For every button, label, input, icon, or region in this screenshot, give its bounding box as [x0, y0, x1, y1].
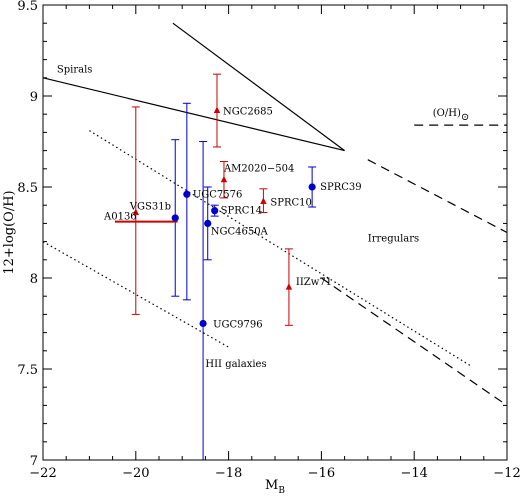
iizw71-point — [285, 283, 293, 290]
x-axis-title-subscript: B — [278, 486, 285, 496]
error-bars — [114, 73, 317, 460]
dashed-relation-line — [321, 277, 508, 406]
x-tick-label: −12 — [493, 466, 520, 481]
am2020-504-label: AM2020−504 — [223, 164, 294, 175]
y-tick-label: 9 — [30, 90, 38, 105]
unlabeled-point — [171, 214, 179, 222]
ugc7576-point — [183, 190, 191, 198]
y-axis-title: 12+log(O/H) — [2, 190, 17, 274]
x-tick-label: −22 — [29, 466, 56, 481]
y-tick-label: 9.5 — [17, 0, 38, 14]
y-tick-label: 8 — [30, 272, 38, 287]
irregulars-annotation: Irregulars — [368, 234, 419, 245]
ugc9796-label: UGC9796 — [213, 320, 263, 331]
a0136-label: A0136 — [103, 212, 137, 223]
spirals-annotation: Spirals — [57, 64, 93, 75]
y-tick-label: 7.5 — [17, 363, 38, 378]
y-tick-label: 7 — [30, 454, 38, 469]
solar-symbol-subscript: ⊙ — [461, 112, 469, 123]
x-axis-title: MB — [265, 478, 285, 496]
point-labels: UGC7576 SPRC14 NGC4650A SPRC39 UGC9796 NGC268… — [103, 107, 362, 331]
vgs31b-point — [132, 208, 139, 215]
am2020-504-point — [220, 175, 228, 183]
data-points — [132, 106, 316, 328]
relation-lines — [42, 22, 508, 406]
ngc2685-point — [213, 106, 221, 114]
ngc4650a-label: NGC4650A — [211, 226, 269, 237]
ugc9796-point — [199, 319, 207, 328]
sprc10-point — [260, 197, 267, 205]
x-tick-label: −14 — [400, 466, 427, 481]
ugc7576-label: UGC7576 — [193, 189, 243, 200]
sprc39-point — [308, 183, 316, 191]
o-h-annotation: (O/H)⊙ — [433, 108, 469, 123]
sprc39-label: SPRC39 — [320, 182, 361, 193]
iizw71-label: IIZw71 — [296, 277, 332, 288]
dashed-relation-line — [367, 159, 508, 234]
ngc4650a-point — [204, 219, 212, 227]
hii-galaxies-annotation: HII galaxies — [205, 359, 266, 370]
sprc10-label: SPRC10 — [270, 198, 311, 209]
plot-frame — [42, 4, 508, 461]
x-tick-label: −18 — [215, 466, 242, 481]
axis-ticks: −22 −20 −18 −16 −14 −12 7 7.5 8 8.5 9 9.5 — [17, 0, 520, 481]
y-tick-label: 8.5 — [17, 181, 38, 196]
ngc2685-label: NGC2685 — [223, 107, 273, 118]
solid-relation-line — [172, 22, 345, 152]
solid-relation-line — [42, 77, 345, 152]
sprc14-label: SPRC14 — [221, 206, 262, 217]
x-tick-label: −20 — [122, 466, 149, 481]
x-tick-label: −16 — [308, 466, 335, 481]
vgs31b-label: VGS31b — [129, 201, 171, 212]
sprc14-point — [211, 207, 219, 215]
